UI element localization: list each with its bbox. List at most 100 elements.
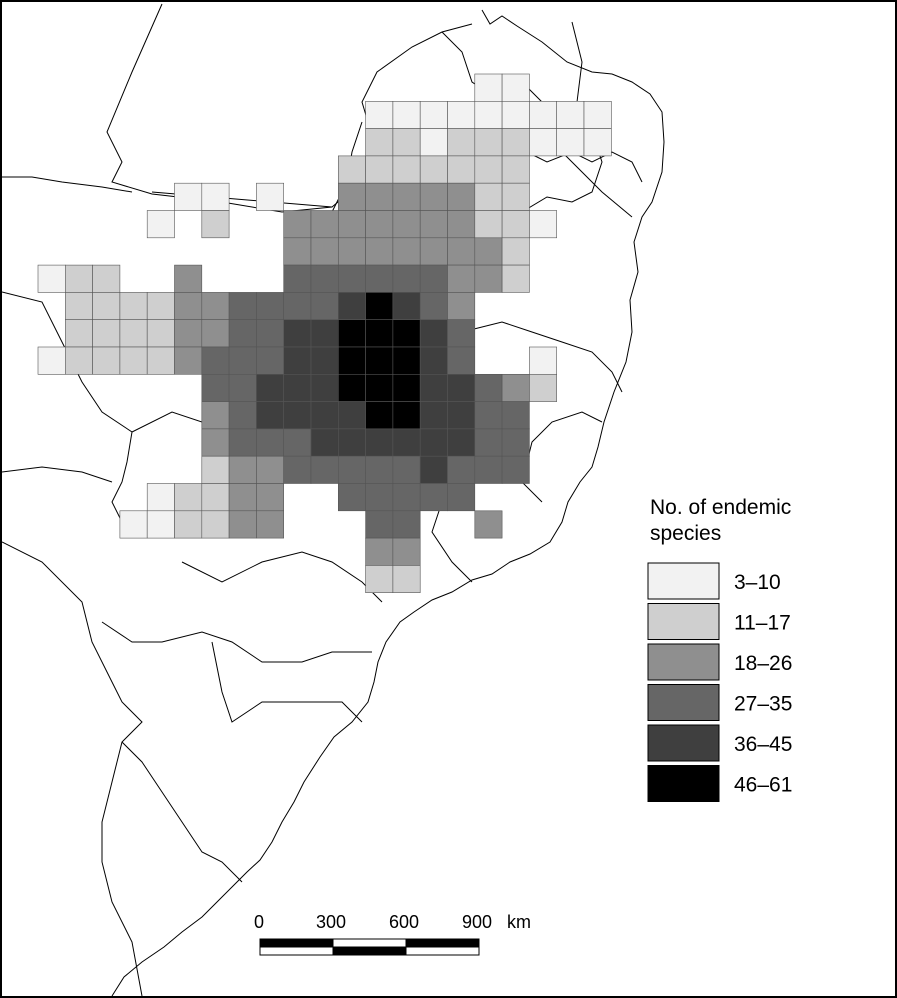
grid-cell (392, 483, 421, 512)
border-south-3 (211, 641, 363, 723)
grid-cell (365, 483, 394, 512)
grid-cell (474, 182, 503, 211)
grid-cell (337, 155, 366, 184)
scale-segment (259, 946, 334, 956)
grid-cell (474, 401, 503, 430)
grid-cell (256, 346, 284, 375)
grid-cell (365, 182, 394, 211)
grid-cell (447, 373, 476, 402)
grid-cell (146, 292, 175, 320)
grid-cell (64, 292, 93, 320)
grid-cell (64, 319, 93, 348)
grid-cell (283, 455, 312, 484)
grid-cell (365, 346, 394, 375)
grid-cell (174, 319, 203, 348)
grid-cell (447, 292, 476, 320)
grid-cell (501, 101, 530, 129)
grid-cell (392, 292, 421, 320)
legend-title-line2: species (650, 522, 721, 545)
grid-cell (228, 346, 257, 375)
legend-label: 3–10 (734, 571, 781, 594)
grid-cell (392, 182, 421, 211)
border-central-4 (521, 411, 603, 483)
scale-unit: km (507, 912, 531, 932)
grid-cell (174, 483, 203, 512)
scale-segment (405, 946, 480, 956)
grid-cell (283, 237, 312, 266)
grid-cell (256, 401, 284, 430)
grid-cell (392, 237, 421, 266)
grid-cell (337, 346, 366, 375)
grid-cell (392, 264, 421, 293)
grid-cell (419, 455, 448, 484)
grid-cell (419, 346, 448, 375)
grid-cell (365, 373, 394, 402)
grid-cell (337, 182, 366, 211)
grid-cell (529, 210, 558, 239)
grid-cell (174, 264, 203, 293)
legend-label: 27–35 (734, 693, 792, 716)
grid-cell (310, 346, 339, 375)
grid-cell (119, 319, 148, 348)
grid-cell (174, 182, 203, 211)
grid-cell (447, 401, 476, 430)
legend-swatch (647, 643, 720, 681)
grid-cell (337, 264, 366, 293)
grid-cell (337, 210, 366, 239)
grid-cell (474, 128, 503, 157)
legend-swatch (647, 603, 720, 640)
scale-segment (259, 938, 334, 948)
grid-cell (337, 428, 366, 457)
grid-cell (419, 155, 448, 184)
border-south-1 (181, 551, 383, 603)
grid-cell (419, 292, 448, 320)
grid-cell (283, 210, 312, 239)
grid-cell (474, 373, 503, 402)
border-south-5 (2, 541, 143, 996)
grid-cell (392, 210, 421, 239)
grid-cell (337, 455, 366, 484)
grid-cell (310, 237, 339, 266)
grid-cell (474, 510, 503, 539)
grid-cell (310, 292, 339, 320)
grid-cell (365, 155, 394, 184)
grid-cell (365, 292, 394, 320)
grid-cell (310, 210, 339, 239)
grid-cell (228, 510, 257, 539)
grid-cell (174, 292, 203, 320)
grid-cell (447, 455, 476, 484)
grid-cell (365, 264, 394, 293)
grid-cell (283, 292, 312, 320)
grid-cell (419, 128, 448, 157)
grid-cell (474, 455, 503, 484)
grid-cell (146, 210, 175, 239)
grid-cell (447, 483, 476, 512)
grid-cell (365, 319, 394, 348)
grid-cell (201, 182, 230, 211)
border-central-2 (461, 321, 623, 393)
grid-cell (283, 346, 312, 375)
scale-tick-600: 600 (389, 912, 419, 932)
grid-cell (283, 319, 312, 348)
grid-cell (228, 373, 257, 402)
grid-cell (92, 264, 121, 293)
grid-cell (556, 128, 585, 157)
grid-cell (501, 264, 530, 293)
grid-cell (119, 346, 148, 375)
grid-cell (501, 455, 530, 484)
grid-cell (119, 292, 148, 320)
grid-cell (392, 319, 421, 348)
grid-cell (583, 128, 612, 157)
grid-cell (529, 128, 558, 157)
border-west-3 (2, 466, 113, 483)
scale-bar: 0 300 600 900 km (254, 912, 531, 956)
grid-cell (447, 428, 476, 457)
grid-cell (365, 455, 394, 484)
grid-cell (474, 210, 503, 239)
grid-cell (392, 346, 421, 375)
grid-cell (337, 237, 366, 266)
grid-cell (256, 455, 284, 484)
grid-cell (201, 483, 230, 512)
grid-cell (37, 264, 66, 293)
grid-cell (256, 428, 284, 457)
